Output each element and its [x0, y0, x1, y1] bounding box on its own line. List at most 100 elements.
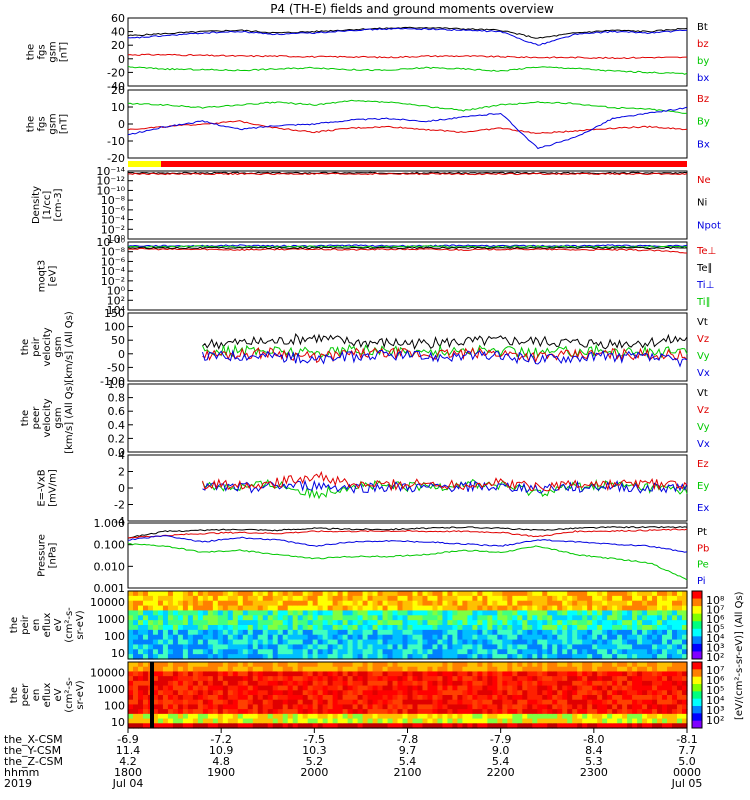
- ion_spec-cell: [682, 625, 688, 631]
- ion_spec-cell: [617, 605, 623, 612]
- ele_spec-cell: [227, 662, 234, 668]
- ele_spec-cell: [642, 699, 648, 706]
- ion_spec-cell: [507, 605, 513, 612]
- ion_spec-cell: [632, 634, 638, 641]
- ion_spec-cell: [217, 644, 224, 650]
- ion_spec-cell: [352, 625, 359, 631]
- ele_spec-cell: [592, 704, 598, 710]
- ion_spec-cell: [207, 620, 214, 626]
- ion_spec-cell: [587, 654, 593, 660]
- fgs-ylabel-line: fgs: [37, 44, 48, 59]
- ele_spec-cell: [552, 676, 558, 682]
- ele_spec-cell: [342, 709, 349, 715]
- ele_spec-cell: [487, 718, 493, 724]
- ion_spec-cell: [207, 649, 214, 655]
- ele_spec-cell: [502, 666, 508, 673]
- ion_spec-cell: [517, 634, 523, 641]
- ion_spec-cell: [347, 639, 354, 646]
- ion_spec-cell: [472, 634, 478, 641]
- ele_spec-cell: [332, 666, 339, 673]
- ele_spec-cell: [542, 690, 548, 696]
- ion_spec-cell: [617, 639, 623, 646]
- ion_spec-cell: [307, 600, 314, 607]
- ele_spec-cell: [157, 699, 164, 706]
- ion_spec-cell: [637, 610, 643, 616]
- ion_spec-cell: [247, 610, 254, 616]
- ele_spec-cell: [577, 676, 583, 682]
- ion_spec-cell: [647, 610, 653, 616]
- ion_spec-cell: [252, 644, 259, 650]
- ion_spec-cell: [417, 620, 424, 626]
- ion_spec-cell: [192, 600, 199, 607]
- ele_spec-cell: [647, 662, 653, 668]
- ion_spec-cell: [212, 615, 219, 621]
- ion_spec-cell: [167, 595, 174, 602]
- ion_spec-cell: [202, 600, 209, 607]
- ion_spec-cell: [222, 620, 229, 626]
- ion_spec-cell: [322, 620, 329, 626]
- ele_spec-cell: [377, 723, 384, 729]
- ion_spec-cell: [592, 644, 598, 650]
- ion_spec-cell: [332, 625, 339, 631]
- ele_spec-cell: [432, 676, 439, 682]
- ele_spec-cell: [372, 695, 379, 701]
- ele_spec-cell: [617, 685, 623, 691]
- ion_spec-cell: [277, 600, 284, 607]
- ele_spec-cell: [547, 671, 553, 677]
- ion_spec-cell: [527, 644, 533, 650]
- ion_spec-cell: [592, 634, 598, 641]
- ion_spec-cell: [242, 649, 249, 655]
- pressure-ytick-label: 1.000: [94, 517, 126, 530]
- ele_spec-cell: [682, 666, 688, 673]
- ele_spec-cell: [682, 690, 688, 696]
- ion_spec-cell: [252, 629, 259, 636]
- ion_spec-cell: [242, 605, 249, 612]
- ion_spec-cell: [652, 644, 658, 650]
- ion_spec-cell: [412, 605, 419, 612]
- ion_spec-cell: [642, 620, 648, 626]
- ele_spec-cell: [342, 680, 349, 687]
- ele_spec-cell: [502, 718, 508, 724]
- ele_spec-cell: [412, 699, 419, 706]
- ion_spec-cell: [292, 649, 299, 655]
- ion_spec-ytick-label: 10: [111, 647, 125, 660]
- ele_spec-cell: [377, 690, 384, 696]
- ele_spec-cell: [532, 699, 538, 706]
- ele_spec-cell: [542, 718, 548, 724]
- ion_spec-cell: [372, 620, 379, 626]
- ele_spec-cell: [472, 676, 478, 682]
- ele_spec-cell: [472, 671, 478, 677]
- ion_spec-cell: [377, 639, 384, 646]
- ele_spec-cell: [527, 685, 533, 691]
- ion_spec-cell: [312, 634, 319, 641]
- ele_spec-cell: [207, 676, 214, 682]
- ele_spec-cell: [497, 695, 503, 701]
- vel-legend-Vz: Vz: [697, 334, 709, 345]
- ion_spec-cell: [317, 591, 324, 597]
- ion_spec-cell: [337, 615, 344, 621]
- ion_spec-cell: [557, 605, 563, 612]
- ion_spec-cell: [237, 605, 244, 612]
- vel_e-ytick-label: 0.8: [108, 392, 126, 405]
- ion_spec-cell: [182, 654, 189, 660]
- ion_spec-cell: [227, 629, 234, 636]
- ele_spec-cell: [587, 676, 593, 682]
- ion_spec-cell: [182, 634, 189, 641]
- ele_spec-cell: [277, 704, 284, 710]
- ion_spec-cell: [192, 639, 199, 646]
- ele_spec-cell: [382, 666, 389, 673]
- ele_spec-cell: [637, 704, 643, 710]
- ele_spec-cell: [512, 685, 518, 691]
- ele_spec-cell: [562, 671, 568, 677]
- ion_spec-cell: [522, 629, 528, 636]
- ele_spec-cell: [492, 709, 498, 715]
- ion_spec-cell: [287, 620, 294, 626]
- ion_spec-cell: [207, 615, 214, 621]
- ele_spec-cell: [272, 713, 279, 720]
- ion_spec-cell: [602, 649, 608, 655]
- ele_spec-cell: [352, 685, 359, 691]
- ion_spec-cell: [637, 634, 643, 641]
- ele_spec-cell: [597, 685, 603, 691]
- ele_spec-cell: [372, 713, 379, 720]
- ele_spec-ylabel: the peer en eflux eV (cm²-s-sr-eV): [9, 677, 86, 713]
